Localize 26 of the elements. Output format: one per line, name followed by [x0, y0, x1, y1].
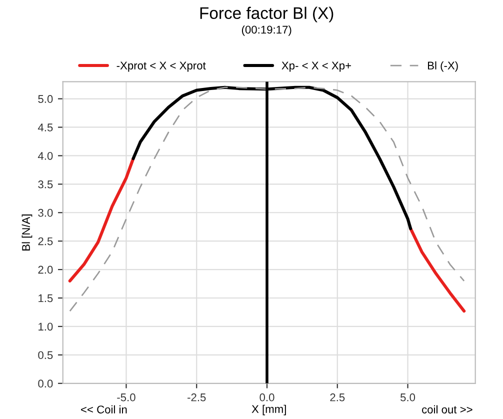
y-tick-label: 2.5: [38, 237, 53, 246]
y-tick-label: 0.0: [38, 380, 53, 388]
y-tick-label: 0.5: [38, 351, 53, 360]
y-tick-label: 2.0: [38, 266, 53, 274]
legend-label: -Xprot < X < Xprot: [116, 62, 206, 72]
y-tick-label: 1.0: [38, 322, 53, 331]
x-tick-label: -5.0: [117, 393, 136, 402]
y-axis-title: Bl [N/A]: [22, 214, 32, 250]
x-tick-label: 0.0: [260, 393, 274, 402]
text: coil out >>: [422, 405, 472, 414]
y-tick-label: 4.0: [38, 152, 53, 160]
x-axis-title: X [mm]: [252, 404, 286, 416]
y-tick-label: 4.5: [38, 124, 53, 132]
chart-subtitle: (00:19:17): [242, 25, 292, 36]
y-tick-label: 1.5: [38, 294, 53, 302]
x-tick-label: 5.0: [400, 393, 416, 402]
y-tick-label: 3.5: [38, 180, 53, 188]
legend-label: Xp- < X < Xp+: [282, 62, 351, 72]
y-tick-label: 3.0: [38, 208, 53, 217]
x-tick-label: -2.5: [188, 393, 206, 402]
line-series: [69, 86, 465, 312]
text: << Coil in: [81, 405, 127, 414]
chart-title: Force factor Bl (X): [200, 6, 334, 22]
y-tick-label: 5.0: [38, 95, 53, 103]
x-tick-label: 2.5: [330, 393, 345, 402]
legend-label: Bl (-X): [428, 61, 458, 72]
